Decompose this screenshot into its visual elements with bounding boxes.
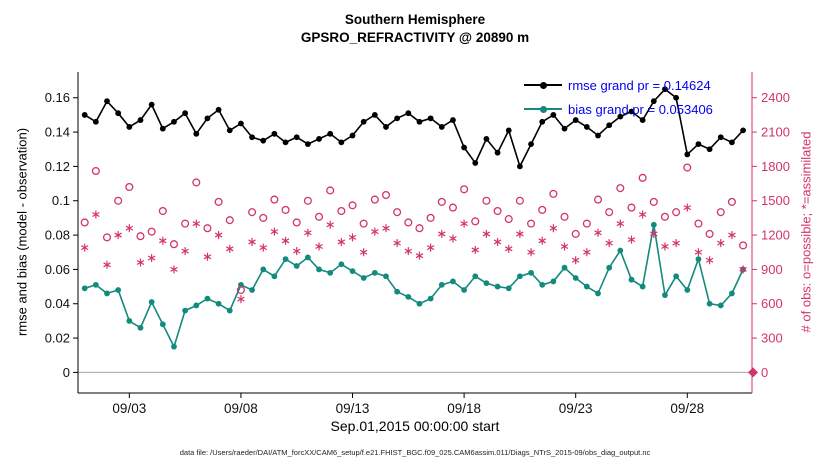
- legend-label-bias: bias grand pr = 0.053406: [568, 101, 713, 117]
- svg-text:09/18: 09/18: [447, 401, 481, 416]
- right-axis-ticks: 0 300 600 900 1200 1500 1800 2100 2400: [752, 90, 790, 380]
- svg-text:09/28: 09/28: [670, 401, 704, 416]
- svg-text:1500: 1500: [761, 193, 790, 208]
- svg-text:09/23: 09/23: [559, 401, 593, 416]
- svg-text:0.04: 0.04: [45, 296, 70, 311]
- rmse-line-sample: [524, 81, 562, 89]
- legend: rmse grand pr = 0.14624 bias grand pr = …: [524, 76, 713, 118]
- chart-title-line2: GPSRO_REFRACTIVITY @ 20890 m: [300, 30, 530, 45]
- series-rmse: [81, 86, 746, 170]
- legend-label-rmse: rmse grand pr = 0.14624: [568, 77, 711, 93]
- svg-text:0.08: 0.08: [45, 228, 70, 243]
- legend-entry-rmse: rmse grand pr = 0.14624: [524, 76, 713, 94]
- left-axis-ticks: 0 0.02 0.04 0.06 0.08 0.1 0.12 0.14 0.16: [45, 90, 78, 380]
- svg-text:1200: 1200: [761, 228, 790, 243]
- left-axis-label: rmse and bias (model - observation): [14, 127, 30, 337]
- svg-text:0.02: 0.02: [45, 331, 70, 346]
- svg-text:0.06: 0.06: [45, 262, 70, 277]
- series-assimilated: [80, 203, 747, 304]
- svg-text:0.14: 0.14: [45, 125, 70, 140]
- series-bias: [81, 221, 746, 350]
- svg-text:0.16: 0.16: [45, 90, 70, 105]
- svg-text:0.1: 0.1: [52, 193, 70, 208]
- svg-text:1800: 1800: [761, 159, 790, 174]
- svg-text:09/13: 09/13: [336, 401, 370, 416]
- svg-text:900: 900: [761, 262, 783, 277]
- svg-text:09/08: 09/08: [224, 401, 258, 416]
- svg-text:0.12: 0.12: [45, 159, 70, 174]
- series-possible: [80, 163, 748, 295]
- bias-line-sample: [524, 105, 562, 113]
- x-axis-label: Sep.01,2015 00:00:00 start: [330, 418, 500, 434]
- svg-text:300: 300: [761, 331, 783, 346]
- right-axis-label: # of obs: o=possible; *=assimilated: [798, 131, 814, 333]
- svg-text:2100: 2100: [761, 125, 790, 140]
- chart-title-line1: Southern Hemisphere: [344, 12, 486, 27]
- svg-text:0: 0: [761, 365, 768, 380]
- svg-text:09/03: 09/03: [112, 401, 146, 416]
- svg-text:2400: 2400: [761, 90, 790, 105]
- svg-text:600: 600: [761, 296, 783, 311]
- x-axis-ticks: 09/03 09/08 09/13 09/18 09/23 09/28: [112, 393, 704, 416]
- legend-entry-bias: bias grand pr = 0.053406: [524, 100, 713, 118]
- svg-text:0: 0: [63, 365, 70, 380]
- bias-marker-icon: [540, 105, 547, 113]
- rmse-marker-icon: [540, 81, 547, 89]
- data-file-caption: data file: /Users/raeder/DAI/ATM_forcXX/…: [179, 448, 651, 457]
